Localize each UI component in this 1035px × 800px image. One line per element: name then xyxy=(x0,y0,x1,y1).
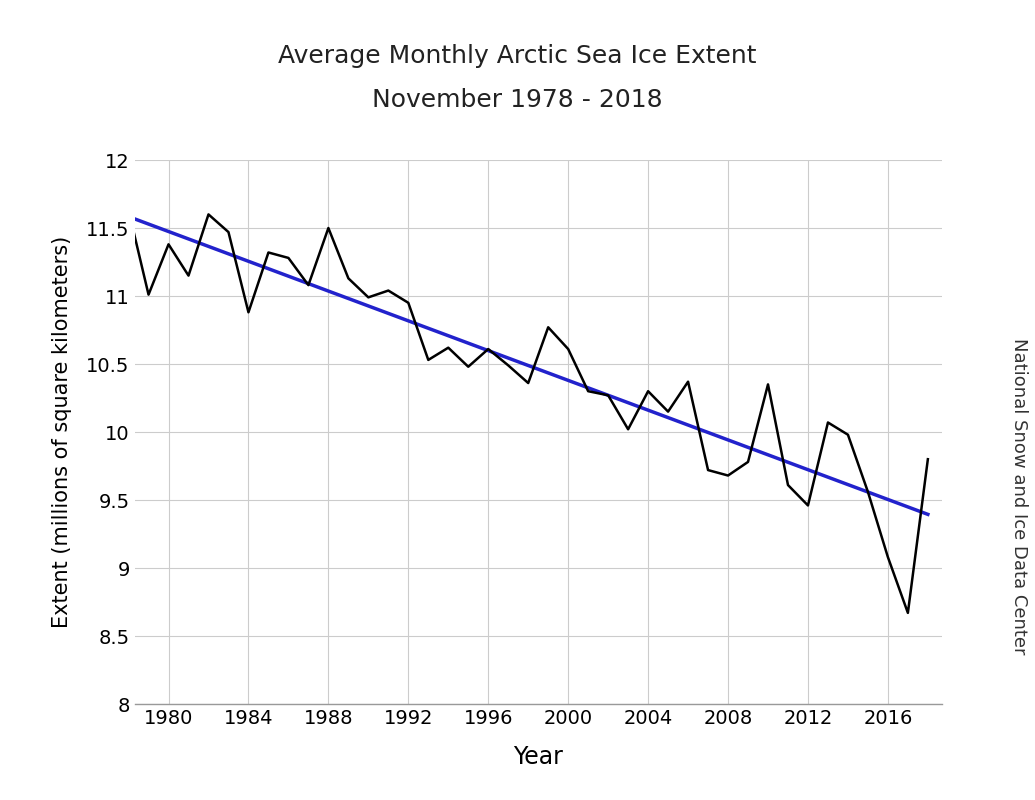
Y-axis label: Extent (millions of square kilometers): Extent (millions of square kilometers) xyxy=(53,236,72,628)
Text: National Snow and Ice Data Center: National Snow and Ice Data Center xyxy=(1010,338,1029,654)
Text: Average Monthly Arctic Sea Ice Extent: Average Monthly Arctic Sea Ice Extent xyxy=(278,44,757,68)
Text: November 1978 - 2018: November 1978 - 2018 xyxy=(373,88,662,112)
X-axis label: Year: Year xyxy=(513,745,563,769)
